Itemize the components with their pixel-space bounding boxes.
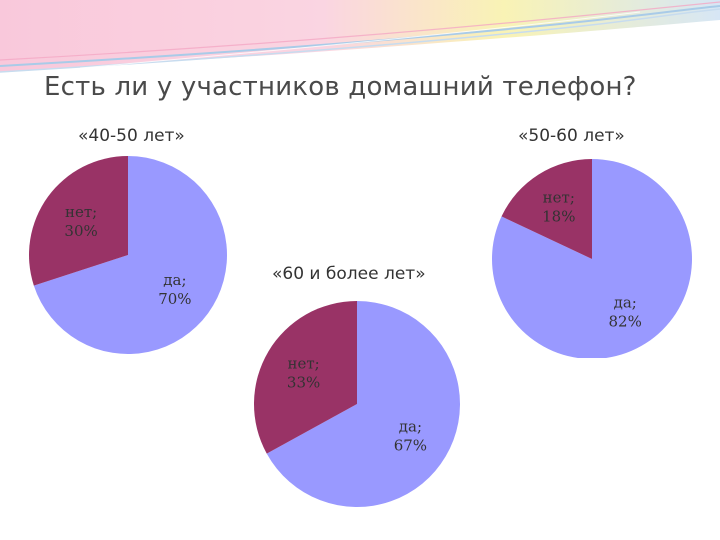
pie-slice-да [492,159,692,358]
chart-title-50-60: «50-60 лет» [518,126,625,146]
chart-title-40-50: «40-50 лет» [78,126,185,146]
pie-slice-да [33,156,228,354]
decorative-banner [0,0,720,73]
pie-chart-60-plus: да; 67% нет; 33% [250,296,466,510]
slice-label-name: да; [399,418,422,436]
slice-label-name: да; [614,293,637,311]
slice-label-value: 33% [287,373,320,391]
pie-slice-да [266,301,460,507]
slice-label-value: 67% [394,437,427,455]
slice-label-name: нет; [65,203,97,221]
slice-label-value: 82% [609,312,642,330]
slice-label-name: да; [163,271,186,289]
slice-label-name: нет; [287,354,319,372]
slice-label-value: 70% [158,290,191,308]
pie-chart-40-50: да; 70% нет; 30% [28,155,232,357]
slide-title: Есть ли у участников домашний телефон? [44,72,637,102]
slice-label-name: нет; [543,189,575,207]
slice-label-value: 30% [64,222,97,240]
pie-slice-нет [501,159,592,259]
slice-label-value: 18% [542,208,575,226]
pie-slice-нет [29,156,128,286]
chart-title-60-plus: «60 и более лет» [272,264,426,284]
pie-slice-нет [253,301,357,454]
pie-chart-50-60: да; 82% нет; 18% [484,158,696,358]
